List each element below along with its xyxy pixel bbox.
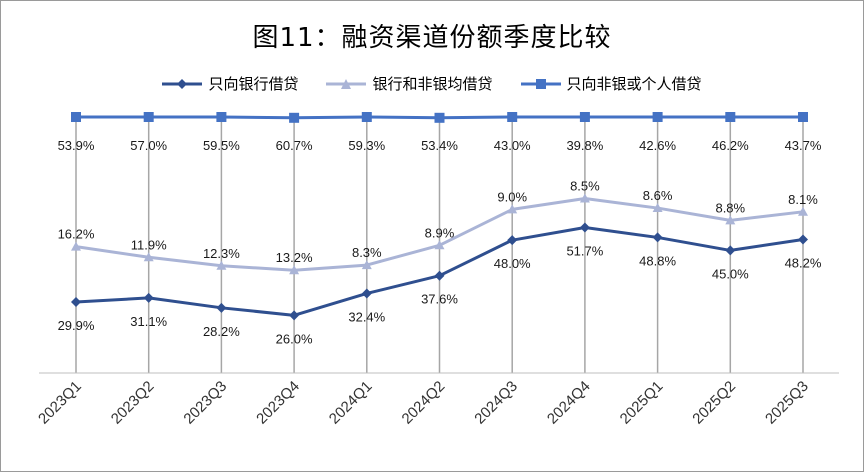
data-label-nonbank-only-2025Q1: 42.6% [639,138,676,153]
marker-both-2023Q2 [143,252,154,262]
data-label-bank-only-2024Q3: 48.0% [494,256,531,271]
marker-bank-only-2024Q2 [434,270,445,281]
data-label-both-2023Q2: 11.9% [131,237,167,252]
marker-both-2025Q2 [725,215,736,225]
x-tick-label-2023Q4: 2023Q4 [253,378,303,428]
marker-bank-only-2023Q2 [143,292,154,303]
data-label-nonbank-only-2024Q2: 53.4% [421,138,458,153]
legend-label-bank-only: 只向银行借贷 [208,75,299,93]
data-label-both-2025Q3: 8.1% [788,192,818,207]
data-label-bank-only-2025Q1: 48.8% [639,253,676,268]
marker-nonbank-only-2023Q4 [289,112,300,123]
x-tick-label-2024Q2: 2024Q2 [399,378,449,428]
x-tick-label-2025Q1: 2025Q1 [617,378,667,428]
marker-both-2023Q4 [289,265,300,275]
marker-nonbank-only-2025Q1 [652,112,663,122]
legend-item-nonbank-only: 只向非银或个人借贷 [520,73,702,94]
marker-layer [71,112,808,321]
x-tick-label-2023Q1: 2023Q1 [35,378,85,428]
marker-nonbank-only-2025Q3 [798,112,808,122]
data-label-both-2023Q1: 16.2% [58,227,95,242]
legend-swatch-square [520,78,561,89]
data-label-nonbank-only-2024Q4: 39.8% [566,138,603,153]
marker-bank-only-2023Q1 [71,297,81,308]
x-tick-label-2023Q2: 2023Q2 [108,378,158,428]
data-label-both-2024Q1: 8.3% [352,245,382,260]
marker-nonbank-only-2024Q2 [434,112,445,123]
marker-both-2025Q3 [798,206,808,216]
marker-nonbank-only-2023Q1 [71,112,81,122]
data-label-bank-only-2025Q3: 48.2% [785,255,822,270]
data-label-bank-only-2024Q1: 32.4% [348,309,385,324]
x-tick-label-2025Q3: 2025Q3 [762,378,812,428]
x-tick-label-2023Q3: 2023Q3 [180,378,230,428]
marker-both-2025Q1 [652,203,663,213]
x-tick-label-2025Q2: 2025Q2 [689,378,739,428]
marker-bank-only-2024Q4 [579,222,590,233]
data-label-nonbank-only-2025Q3: 43.7% [785,138,822,153]
data-label-both-2024Q3: 9.0% [497,189,527,204]
marker-nonbank-only-2025Q2 [725,112,736,122]
grid-layer [39,117,839,374]
legend-swatch-diamond [162,78,203,89]
data-label-bank-only-2023Q4: 26.0% [276,331,313,346]
marker-bank-only-2025Q3 [798,234,808,245]
x-tick-label-2024Q1: 2024Q1 [326,378,376,428]
legend: 只向银行借贷 银行和非银均借贷 只向非银或个人借贷 [1,73,863,94]
marker-nonbank-only-2024Q3 [507,112,518,122]
marker-nonbank-only-2023Q2 [143,112,154,122]
data-label-nonbank-only-2023Q1: 53.9% [58,138,95,153]
legend-swatch-triangle [326,78,367,89]
data-label-nonbank-only-2023Q3: 59.5% [203,138,240,153]
x-tick-label-2024Q3: 2024Q3 [471,378,521,428]
marker-both-2024Q3 [507,204,518,214]
legend-item-bank-only: 只向银行借贷 [162,73,298,94]
marker-bank-only-2023Q3 [216,302,227,313]
data-label-nonbank-only-2024Q1: 59.3% [348,138,385,153]
marker-both-2023Q3 [216,260,227,270]
data-label-both-2024Q4: 8.5% [570,178,600,193]
data-label-both-2025Q1: 8.6% [643,188,673,203]
data-label-nonbank-only-2025Q2: 46.2% [712,138,749,153]
data-label-bank-only-2024Q2: 37.6% [421,292,458,307]
marker-nonbank-only-2023Q3 [216,112,227,122]
data-label-bank-only-2023Q3: 28.2% [203,324,240,339]
data-label-bank-only-2023Q1: 29.9% [58,318,95,333]
marker-bank-only-2025Q2 [725,245,736,256]
tick-layer: 2023Q1 2023Q2 2023Q3 2023Q4 2024Q1 2024Q2 2024… [35,378,812,428]
marker-both-2024Q2 [434,240,445,250]
legend-item-both: 银行和非银均借贷 [326,73,493,94]
x-tick-label-2024Q4: 2024Q4 [544,378,594,428]
data-label-bank-only-2025Q2: 45.0% [712,266,749,281]
data-label-nonbank-only-2023Q4: 60.7% [276,138,313,153]
data-label-nonbank-only-2023Q2: 57.0% [130,138,167,153]
marker-both-2024Q1 [361,260,372,270]
marker-bank-only-2023Q4 [289,310,300,321]
data-label-nonbank-only-2024Q3: 43.0% [494,138,531,153]
legend-label-nonbank-only: 只向非银或个人借贷 [566,75,702,93]
marker-bank-only-2024Q3 [507,235,518,246]
marker-nonbank-only-2024Q4 [579,112,590,122]
data-label-bank-only-2023Q2: 31.1% [130,314,167,329]
legend-label-both: 银行和非银均借贷 [372,75,493,93]
marker-nonbank-only-2024Q1 [361,112,372,122]
marker-bank-only-2024Q1 [361,288,372,299]
marker-bank-only-2025Q1 [652,232,663,243]
data-label-bank-only-2024Q4: 51.7% [566,244,603,259]
label-layer: 53.9% 16.2% 29.9% 57.0% 11.9% 31.1% 59.5% 12.3%… [58,138,822,346]
chart-title: 图11：融资渠道份额季度比较 [252,23,612,53]
data-label-both-2024Q2: 8.9% [425,225,455,240]
marker-both-2024Q4 [579,193,590,203]
data-label-both-2025Q2: 8.8% [715,200,745,215]
data-label-both-2023Q4: 13.2% [276,250,313,265]
data-label-both-2023Q3: 12.3% [203,246,240,261]
marker-both-2023Q1 [71,241,81,251]
